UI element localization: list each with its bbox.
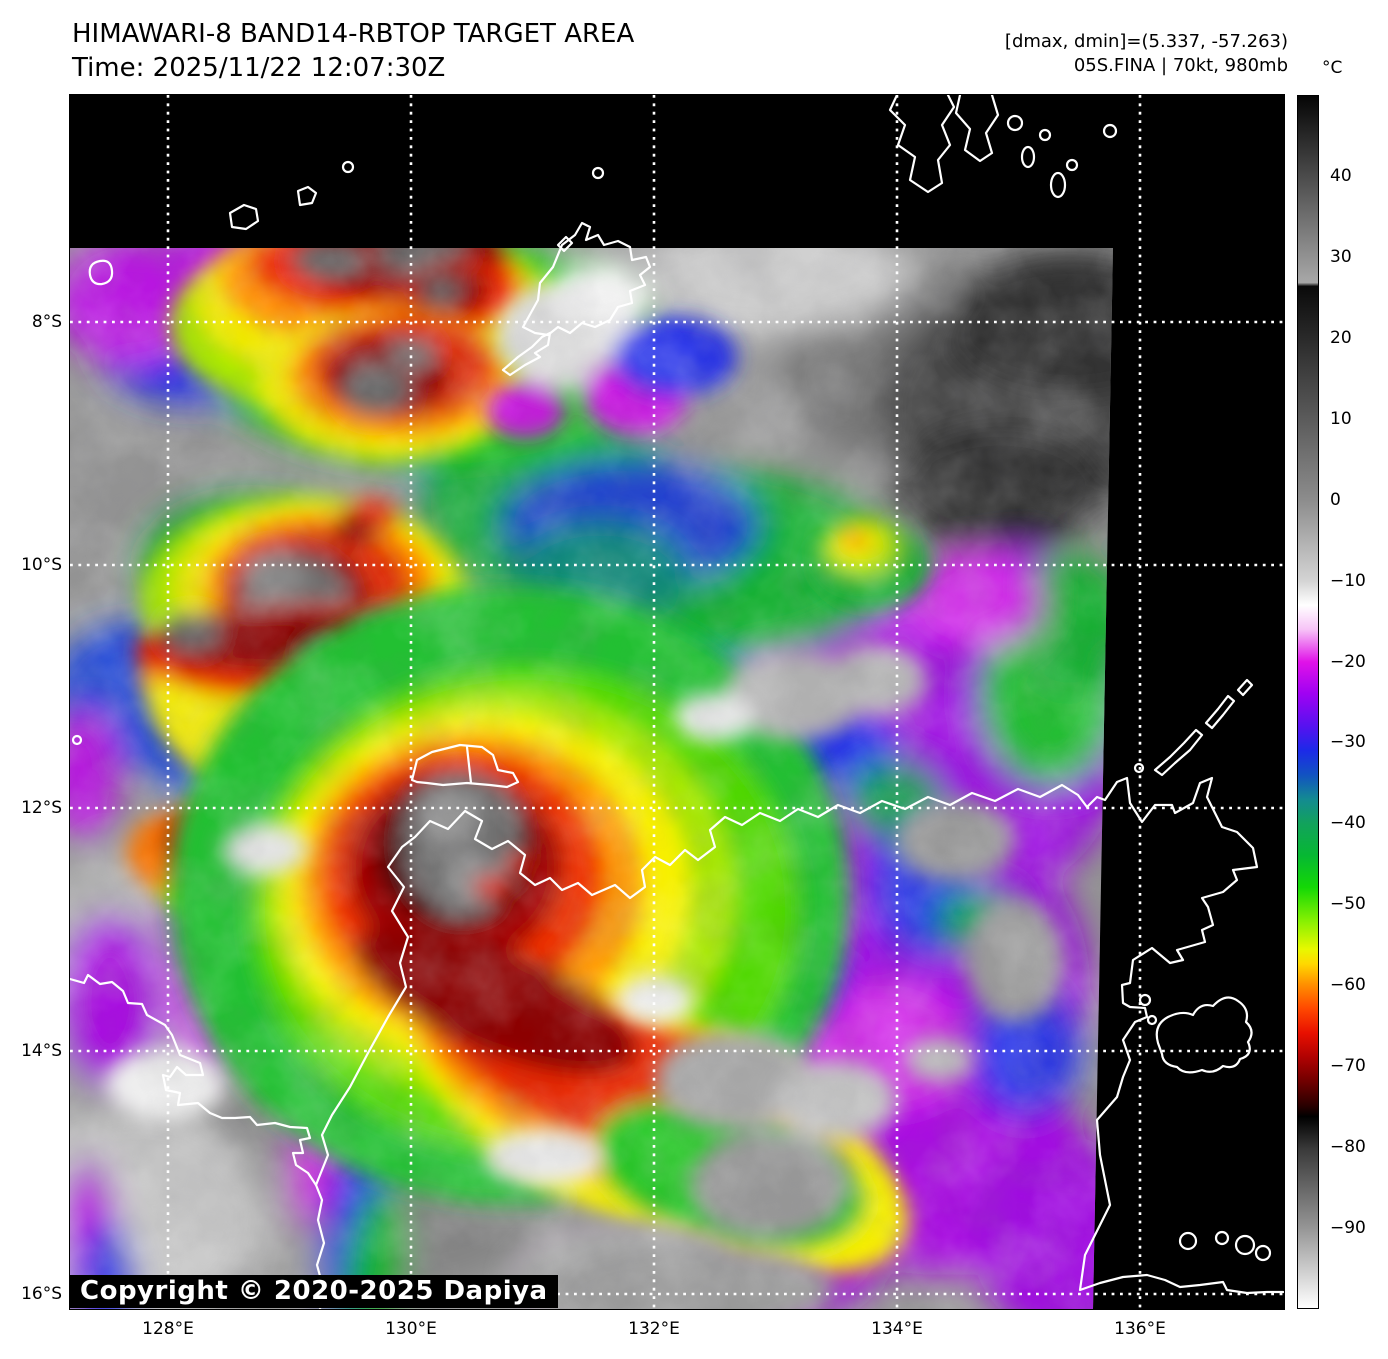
colorbar-tick-label: −30 xyxy=(1330,732,1366,753)
colorbar-tick-label: −80 xyxy=(1330,1137,1366,1158)
lat-tick-label: 14°S xyxy=(21,1041,62,1061)
colorbar-tick-label: −70 xyxy=(1330,1056,1366,1077)
lon-tick-label: 134°E xyxy=(871,1319,923,1339)
page-title: HIMAWARI-8 BAND14-RBTOP TARGET AREA xyxy=(72,19,635,49)
lon-tick-label: 130°E xyxy=(385,1319,437,1339)
timestamp-label: Time: 2025/11/22 12:07:30Z xyxy=(72,53,446,83)
colorbar-tick-label: −20 xyxy=(1330,651,1366,672)
dmax-dmin-annotation: [dmax, dmin]=(5.337, -57.263) xyxy=(1004,31,1288,52)
colorbar-tick-label: −50 xyxy=(1330,894,1366,915)
colorbar xyxy=(1297,95,1319,1309)
colorbar-unit-label: °C xyxy=(1322,58,1343,78)
colorbar-tick-label: −60 xyxy=(1330,975,1366,996)
satellite-map xyxy=(70,95,1284,1309)
colorbar-tick-label: 30 xyxy=(1330,246,1352,267)
lat-tick-label: 16°S xyxy=(21,1284,62,1304)
colorbar-tick-label: 0 xyxy=(1330,489,1341,510)
colorbar-tick-label: 10 xyxy=(1330,408,1352,429)
colorbar-tick-label: −10 xyxy=(1330,570,1366,591)
lon-tick-label: 132°E xyxy=(628,1319,680,1339)
storm-annotation: 05S.FINA | 70kt, 980mb xyxy=(1073,55,1288,76)
colorbar-tick-label: −40 xyxy=(1330,813,1366,834)
colorbar-tick-label: 20 xyxy=(1330,327,1352,348)
coastlines xyxy=(70,95,1284,1309)
lat-tick-label: 10°S xyxy=(21,555,62,575)
colorbar-tick-label: −90 xyxy=(1330,1218,1366,1239)
lat-tick-label: 12°S xyxy=(21,798,62,818)
lon-tick-label: 136°E xyxy=(1114,1319,1166,1339)
satellite-swath xyxy=(70,248,1113,1309)
lat-tick-label: 8°S xyxy=(31,312,62,332)
lon-tick-label: 128°E xyxy=(142,1319,194,1339)
colorbar-tick-label: 40 xyxy=(1330,165,1352,186)
colorbar-gradient xyxy=(1298,96,1318,1308)
plot-area xyxy=(69,94,1285,1310)
copyright-badge: Copyright © 2020-2025 Dapiya xyxy=(70,1275,558,1308)
